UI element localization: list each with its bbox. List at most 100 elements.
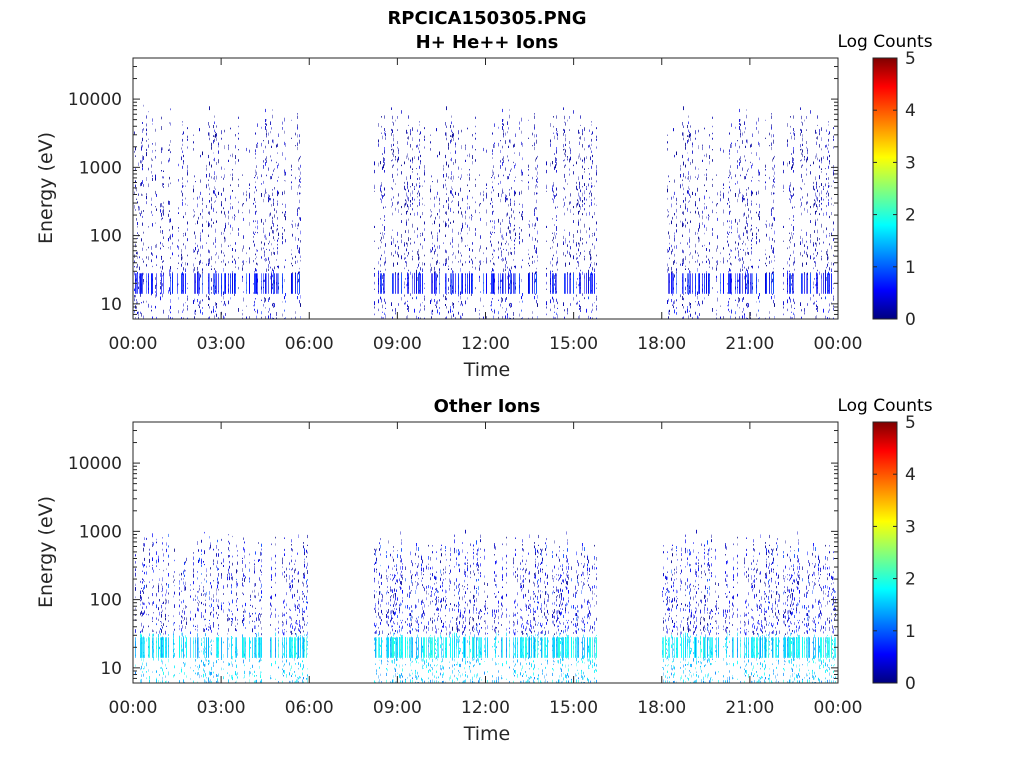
spectrogram-pixel bbox=[729, 258, 730, 260]
spectrogram-pixel bbox=[816, 255, 817, 257]
spectrogram-pixel bbox=[146, 256, 147, 259]
spectrogram-pixel bbox=[210, 582, 211, 585]
spectrogram-pixel bbox=[685, 268, 686, 270]
spectrogram-pixel bbox=[687, 309, 688, 313]
spectrogram-pixel bbox=[432, 247, 433, 251]
spectrogram-pixel bbox=[181, 628, 182, 632]
spectrogram-pixel bbox=[831, 245, 832, 250]
spectrogram-pixel bbox=[159, 646, 160, 650]
spectrogram-pixel bbox=[582, 159, 583, 162]
spectrogram-pixel bbox=[224, 316, 225, 319]
spectrogram-pixel bbox=[793, 162, 794, 166]
spectrogram-pixel bbox=[826, 192, 827, 195]
spectrogram-pixel bbox=[178, 283, 179, 285]
spectrogram-pixel bbox=[750, 144, 751, 148]
spectrogram-pixel bbox=[148, 669, 149, 672]
spectrogram-pixel bbox=[667, 141, 668, 144]
spectrogram-pixel bbox=[263, 247, 264, 250]
spectrogram-pixel bbox=[278, 265, 279, 269]
spectrogram-pixel bbox=[201, 558, 202, 562]
spectrogram-pixel bbox=[765, 273, 766, 294]
spectrogram-pixel bbox=[170, 234, 171, 236]
spectrogram-pixel bbox=[223, 593, 224, 595]
spectrogram-pixel bbox=[510, 198, 511, 201]
spectrogram-pixel bbox=[184, 617, 185, 620]
spectrogram-pixel bbox=[793, 115, 794, 119]
spectrogram-pixel bbox=[682, 273, 683, 294]
spectrogram-pixel bbox=[792, 273, 793, 294]
spectrogram-pixel bbox=[218, 637, 219, 658]
spectrogram-pixel bbox=[475, 209, 476, 214]
spectrogram-pixel bbox=[291, 317, 292, 319]
spectrogram-pixel bbox=[508, 176, 509, 180]
spectrogram-pixel bbox=[211, 597, 212, 601]
spectrogram-pixel bbox=[690, 137, 691, 141]
spectrogram-pixel bbox=[431, 175, 432, 178]
spectrogram-pixel bbox=[137, 251, 138, 255]
spectrogram-pixel bbox=[185, 302, 186, 304]
spectrogram-pixel bbox=[439, 307, 440, 309]
spectrogram-pixel bbox=[168, 238, 169, 242]
spectrogram-pixel bbox=[381, 132, 382, 134]
spectrogram-pixel bbox=[735, 218, 736, 223]
spectrogram-pixel bbox=[199, 301, 200, 305]
spectrogram-pixel bbox=[146, 177, 147, 181]
spectrogram-pixel bbox=[417, 205, 418, 208]
spectrogram-pixel bbox=[596, 283, 597, 285]
spectrogram-pixel bbox=[831, 273, 832, 294]
spectrogram-pixel bbox=[397, 173, 398, 176]
spectrogram-pixel bbox=[685, 206, 686, 210]
spectrogram-pixel bbox=[743, 232, 744, 236]
panel-h-he-ions: H+ He++ Ions 00:00 03:00 06:00 09:00 12:00 15… bbox=[35, 32, 933, 381]
spectrogram-pixel bbox=[298, 293, 299, 295]
spectrogram-pixel bbox=[819, 186, 820, 188]
spectrogram-pixel bbox=[503, 123, 504, 126]
spectrogram-pixel bbox=[436, 305, 437, 309]
spectrogram-pixel bbox=[431, 267, 432, 271]
spectrogram-pixel bbox=[553, 125, 554, 128]
spectrogram-pixel bbox=[393, 164, 394, 167]
spectrogram-pixel bbox=[197, 203, 198, 208]
spectrogram-pixel bbox=[528, 317, 529, 319]
spectrogram-pixel bbox=[735, 183, 736, 185]
spectrogram-pixel bbox=[261, 247, 262, 251]
spectrogram-pixel bbox=[266, 132, 267, 135]
spectrogram-pixel bbox=[833, 283, 834, 285]
spectrogram-pixel bbox=[709, 196, 710, 199]
spectrogram-pixel bbox=[783, 240, 784, 242]
spectrogram-pixel bbox=[756, 127, 757, 130]
spectrogram-pixel bbox=[424, 295, 425, 298]
spectrogram-pixel bbox=[156, 551, 157, 555]
spectrogram-pixel bbox=[398, 148, 399, 151]
spectrogram-pixel bbox=[295, 132, 296, 136]
spectrogram-pixel bbox=[168, 315, 169, 319]
spectrogram-pixel bbox=[794, 243, 795, 247]
spectrogram-pixel bbox=[727, 220, 728, 223]
spectrogram-pixel bbox=[184, 561, 185, 565]
spectrogram-pixel bbox=[237, 570, 238, 572]
spectrogram-pixel bbox=[491, 271, 492, 273]
spectrogram-pixel bbox=[225, 197, 226, 202]
spectrogram-pixel bbox=[266, 273, 267, 294]
spectrogram-pixel bbox=[668, 175, 669, 178]
spectrogram-pixel bbox=[414, 241, 415, 244]
spectrogram-pixel bbox=[814, 301, 815, 305]
spectrogram-pixel bbox=[215, 134, 216, 138]
spectrogram-pixel bbox=[716, 212, 717, 214]
spectrogram-pixel bbox=[146, 264, 147, 267]
spectrogram-pixel bbox=[249, 187, 250, 189]
spectrogram-pixel bbox=[514, 180, 515, 182]
spectrogram-pixel bbox=[230, 244, 231, 247]
spectrogram-pixel bbox=[729, 298, 730, 300]
spectrogram-pixel bbox=[494, 144, 495, 148]
spectrogram-pixel bbox=[177, 268, 178, 270]
spectrogram-pixel bbox=[506, 213, 507, 217]
spectrogram-pixel bbox=[202, 215, 203, 219]
spectrogram-pixel bbox=[152, 587, 153, 589]
spectrogram-pixel bbox=[223, 558, 224, 563]
spectrogram-pixel bbox=[434, 244, 435, 248]
spectrogram-pixel bbox=[751, 217, 752, 220]
spectrogram-pixel bbox=[801, 316, 802, 319]
spectrogram-pixel bbox=[676, 208, 677, 213]
spectrogram-pixel bbox=[181, 190, 182, 193]
